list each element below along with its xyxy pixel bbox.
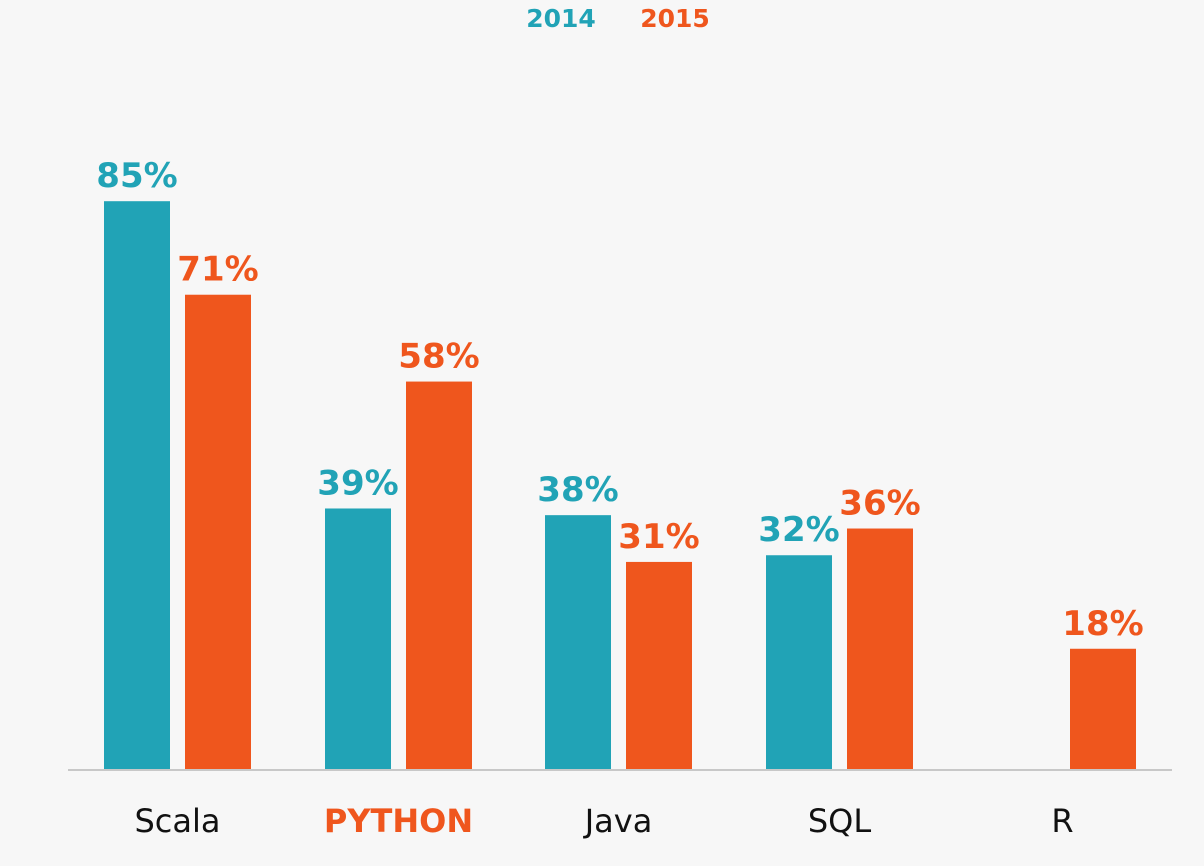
value-label-2015-java: 31% xyxy=(618,517,699,557)
category-labels-layer: Scala PYTHON Java SQL R xyxy=(134,802,1073,840)
bar-2015-python xyxy=(406,381,472,769)
bar-2014-python xyxy=(325,508,391,769)
value-labels-layer: 85% 71% 39% 58% 38%31% 32%36% 18% xyxy=(96,156,1143,644)
value-label-2015-sql: 36% xyxy=(839,484,920,524)
bars-layer xyxy=(104,201,1136,769)
value-label-2014-scala: 85% xyxy=(96,156,177,196)
bar-2014-scala xyxy=(104,201,170,769)
legend: 2014 2015 xyxy=(526,4,710,33)
category-label-python: PYTHON xyxy=(324,802,473,840)
bar-2015-scala xyxy=(185,294,251,769)
value-label-2014-sql: 32% xyxy=(758,510,839,550)
value-label-2015-r: 18% xyxy=(1062,604,1143,644)
bar-2015-java xyxy=(626,561,692,769)
category-label-java: Java xyxy=(583,802,653,840)
category-label-r: R xyxy=(1051,802,1073,840)
value-label-2014-java: 38% xyxy=(537,470,618,510)
bar-2014-java xyxy=(545,515,611,769)
bar-group-java xyxy=(545,515,692,769)
value-label-2014-python: 39% xyxy=(317,463,398,503)
bar-group-r xyxy=(1070,648,1136,769)
bar-group-python xyxy=(325,381,472,769)
bar-group-scala xyxy=(104,201,251,769)
legend-item-2015: 2015 xyxy=(640,4,710,33)
bar-2015-r xyxy=(1070,648,1136,769)
value-label-2015-scala: 71% xyxy=(177,250,258,290)
bar-2014-sql xyxy=(766,555,832,769)
bar-group-sql xyxy=(766,528,913,769)
legend-item-2014: 2014 xyxy=(526,4,596,33)
value-label-2015-python: 58% xyxy=(398,337,479,377)
category-label-sql: SQL xyxy=(808,802,872,840)
bar-2015-sql xyxy=(847,528,913,769)
category-label-scala: Scala xyxy=(134,802,220,840)
